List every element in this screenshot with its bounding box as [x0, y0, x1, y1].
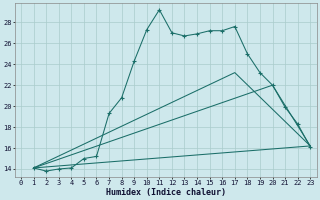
- X-axis label: Humidex (Indice chaleur): Humidex (Indice chaleur): [106, 188, 226, 197]
